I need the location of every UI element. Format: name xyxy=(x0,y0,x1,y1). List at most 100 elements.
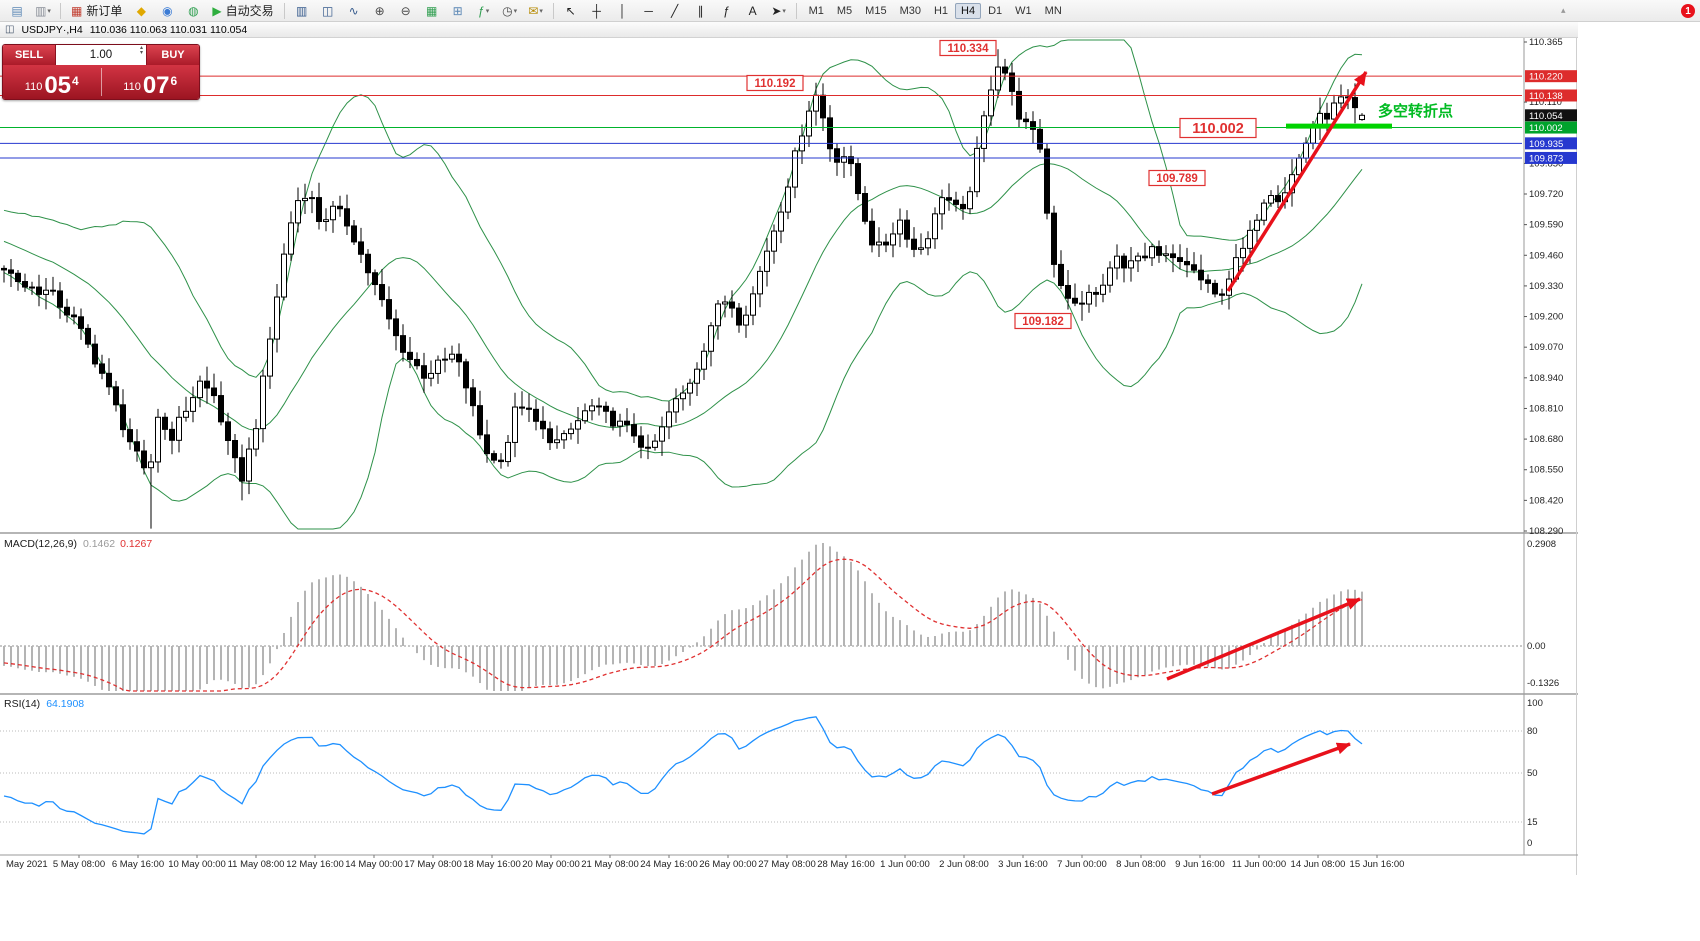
toolbar-separator xyxy=(552,2,554,19)
toolbar-overflow-icon[interactable]: ▴ xyxy=(1561,5,1566,15)
new-order-button[interactable]: ▦ 新订单 xyxy=(65,1,128,21)
time-tick: 7 Jun 00:00 xyxy=(1057,859,1107,870)
autotrading-button[interactable]: ▶ 自动交易 xyxy=(206,1,279,21)
chart-canvas[interactable]: 多空转折点 MACD(12,26,9) 0.1462 0.1267 0.2908 0.00… xyxy=(0,38,1578,875)
turning-point-label[interactable]: 多空转折点 xyxy=(1378,102,1453,120)
vertical-line-button[interactable]: │ xyxy=(610,1,636,21)
chart-window-icon: ▤ xyxy=(11,3,23,18)
zoom-out-button[interactable]: ⊖ xyxy=(393,1,419,21)
price-callout-109.182[interactable]: 109.182 xyxy=(1014,312,1072,330)
price-callout-109.789[interactable]: 109.789 xyxy=(1148,169,1206,187)
time-tick: May 2021 xyxy=(6,859,48,870)
grid-button[interactable]: ▦ xyxy=(419,1,445,21)
zoom-in-button[interactable]: ⊕ xyxy=(367,1,393,21)
rsi-panel: RSI(14) 64.1908 100 80 50 15 0 xyxy=(0,698,1543,849)
time-tick: 15 Jun 16:00 xyxy=(1350,859,1405,870)
sell-price-sup: 4 xyxy=(72,74,79,88)
volume-down-icon[interactable]: ▾ xyxy=(139,50,143,57)
timeframe-m15[interactable]: M15 xyxy=(865,4,887,17)
rsi-axis-label: 15 xyxy=(1527,817,1538,828)
price-tick: 108.550 xyxy=(1529,465,1563,476)
sell-label-button[interactable]: SELL xyxy=(3,45,55,65)
one-click-trading-panel: SELL 1.00 ▴ ▾ BUY 110 05 4 110 07 6 xyxy=(2,44,200,100)
time-tick: 5 May 08:00 xyxy=(53,859,105,870)
price-tick: 108.940 xyxy=(1529,373,1563,384)
trend-arrow-rsi[interactable] xyxy=(1211,742,1351,796)
trendline-button[interactable]: ╱ xyxy=(662,1,688,21)
bar-chart-type-button[interactable]: ▥ xyxy=(289,1,315,21)
price-callout-110.334[interactable]: 110.334 xyxy=(939,39,997,57)
sell-price-prefix: 110 xyxy=(24,81,43,93)
trend-arrow-main[interactable] xyxy=(1226,71,1368,292)
rsi-axis-label: 50 xyxy=(1527,768,1538,779)
channel-button[interactable]: ∥ xyxy=(688,1,714,21)
macd-panel: MACD(12,26,9) 0.1462 0.1267 0.2908 0.00 -0.13… xyxy=(0,538,1559,692)
price-marker-box: 110.138 xyxy=(1529,91,1563,102)
tile-windows-button[interactable]: ⊞ xyxy=(445,1,471,21)
svg-text:109.789: 109.789 xyxy=(1156,173,1198,185)
fibonacci-button[interactable]: ƒ xyxy=(714,1,740,21)
timeframe-toolbar: M1 M5 M15 M30 H1 H4 D1 W1 MN xyxy=(803,2,1068,19)
periods-button[interactable]: ◷ ▾ xyxy=(497,1,523,21)
market-watch-button[interactable]: ◉ xyxy=(154,1,180,21)
horizontal-line-icon: ─ xyxy=(644,3,653,18)
macd-panel-separator[interactable] xyxy=(0,532,1578,534)
sell-button[interactable]: 110 05 4 xyxy=(3,65,101,99)
time-tick: 14 Jun 08:00 xyxy=(1291,859,1346,870)
price-tick: 108.420 xyxy=(1529,495,1563,506)
timeframe-h4[interactable]: H4 xyxy=(955,2,982,19)
arrows-tool-button[interactable]: ➤ ▾ xyxy=(766,1,792,21)
volume-stepper[interactable]: ▴ ▾ xyxy=(139,45,143,57)
arrows-tool-dropdown-icon: ▾ xyxy=(782,7,786,15)
buy-button[interactable]: 110 07 6 xyxy=(102,65,200,99)
timeframe-m30[interactable]: M30 xyxy=(899,4,921,17)
candlestick-type-button[interactable]: ◫ xyxy=(315,1,341,21)
timeframe-m5[interactable]: M5 xyxy=(836,4,853,17)
buy-price-sup: 6 xyxy=(170,74,178,88)
timeframe-m1[interactable]: M1 xyxy=(808,4,824,17)
timeframe-w1[interactable]: W1 xyxy=(1015,4,1032,17)
zoom-out-icon: ⊖ xyxy=(400,3,411,18)
price-marker-box: 110.002 xyxy=(1529,123,1563,134)
templates-button[interactable]: ✉ ▾ xyxy=(523,1,549,21)
timeframe-mn[interactable]: MN xyxy=(1044,4,1062,17)
sell-price-big: 05 xyxy=(44,71,72,99)
profiles-button[interactable]: ▥ ▾ xyxy=(30,1,56,21)
buy-label-button[interactable]: BUY xyxy=(147,45,199,65)
time-tick: 9 Jun 16:00 xyxy=(1175,859,1225,870)
time-axis[interactable]: May 2021 5 May 08:00 6 May 16:00 10 May 00:… xyxy=(0,854,1578,870)
trend-arrow-macd[interactable] xyxy=(1166,597,1361,681)
price-axis[interactable]: 110.365110.110109.850109.720109.590109.4… xyxy=(1523,38,1577,875)
autotrading-icon: ▶ xyxy=(212,3,222,18)
macd-axis-label: -0.1326 xyxy=(1527,678,1559,689)
time-tick: 11 May 08:00 xyxy=(228,859,285,870)
volume-up-icon[interactable]: ▴ xyxy=(139,45,143,51)
indicators-button[interactable]: ƒ ▾ xyxy=(471,1,497,21)
chart-window-button[interactable]: ▤ xyxy=(4,1,30,21)
rsi-label: RSI(14) 64.1908 xyxy=(4,698,84,710)
cursor-button[interactable]: ↖ xyxy=(558,1,584,21)
time-tick: 18 May 16:00 xyxy=(463,859,521,870)
metaeditor-button[interactable]: ◆ xyxy=(128,1,154,21)
timeframe-h1[interactable]: H1 xyxy=(933,4,949,17)
volume-input[interactable]: 1.00 ▴ ▾ xyxy=(55,45,147,65)
text-label-button[interactable]: A xyxy=(740,1,766,21)
crosshair-button[interactable]: ┼ xyxy=(584,1,610,21)
time-tick: 2 Jun 08:00 xyxy=(939,859,989,870)
rsi-panel-separator[interactable] xyxy=(0,693,1578,695)
chart-tab-icon: ◫ xyxy=(5,24,15,35)
horizontal-line-button[interactable]: ─ xyxy=(636,1,662,21)
chart-title-bar[interactable]: ◫ USDJPY·,H4 110.036 110.063 110.031 110… xyxy=(0,22,1578,38)
volume-value: 1.00 xyxy=(89,49,113,61)
price-callout-110.002[interactable]: 110.002 xyxy=(1179,117,1257,139)
time-tick: 27 May 08:00 xyxy=(758,859,816,870)
price-callout-110.192[interactable]: 110.192 xyxy=(746,74,804,92)
price-tick: 110.110 xyxy=(1529,97,1562,108)
timeframe-d1[interactable]: D1 xyxy=(988,4,1003,17)
time-tick: 3 Jun 16:00 xyxy=(998,859,1048,870)
notification-badge[interactable]: 1 xyxy=(1681,4,1695,18)
data-window-button[interactable]: ◍ xyxy=(180,1,206,21)
line-chart-type-button[interactable]: ∿ xyxy=(341,1,367,21)
turning-point-marker[interactable] xyxy=(1286,123,1392,129)
